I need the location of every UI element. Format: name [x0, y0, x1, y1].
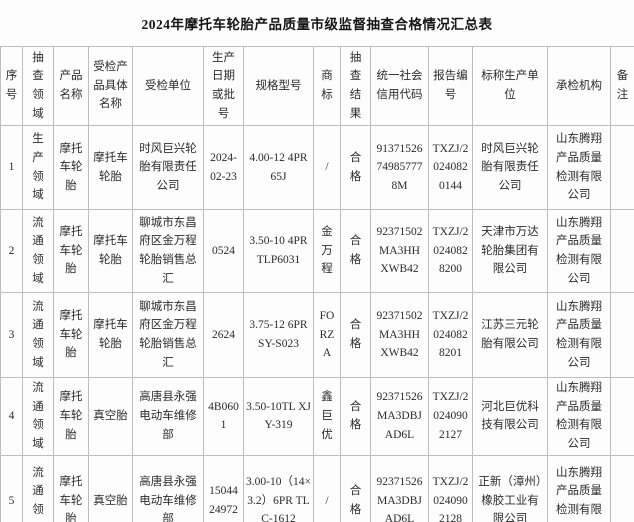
inspection-summary-table: 序号 抽查领域 产品名称 受检产品具体名称 受检单位 生产日期或批号 规格型号 商标 抽查结果统… [0, 46, 634, 522]
table-cell: 金万程 [313, 209, 341, 293]
table-cell [610, 454, 634, 522]
table-cell: TXZJ/20240902127 [428, 377, 473, 456]
table-cell: 摩托车轮胎 [88, 209, 133, 293]
table-cell: 天津市万达轮胎集团有限公司 [472, 209, 548, 293]
table-cell: / [313, 454, 341, 522]
column-header: 受检产品具体名称 [88, 46, 133, 126]
table-cell [610, 125, 634, 210]
header-row: 序号 抽查领域 产品名称 受检产品具体名称 受检单位 生产日期或批号 规格型号 商标 抽查结果统… [0, 46, 634, 126]
table-cell: 山东腾翔产品质量检测有限公司 [547, 292, 611, 378]
table-cell: 2024-02-23 [203, 125, 244, 210]
table-cell: 合格 [340, 377, 371, 456]
table-cell: 3.00-10（14×3.2）6PR TL C-1612 [243, 454, 314, 522]
column-header: 报告编号 [428, 46, 473, 126]
table-cell: 摩托车轮胎 [53, 454, 89, 522]
table-cell: 1 [0, 125, 23, 210]
column-header: 承检机构 [547, 46, 611, 126]
table-cell: 合格 [340, 209, 371, 293]
table-cell: 4 [0, 377, 23, 456]
table-cell: 鑫巨优 [313, 377, 341, 456]
table-cell: 2624 [203, 292, 244, 378]
table-cell: 流通领域 [22, 454, 54, 522]
table-row: 4 流通领域 摩托车轮胎 真空胎 高唐县永强电动车维修部 4B0601 3.50-10TL … [0, 377, 634, 456]
table-cell: 摩托车轮胎 [53, 209, 89, 293]
table-row: 3 流通领域 摩托车轮胎 摩托车轮胎 聊城市东昌府区金万程轮胎销售总汇 2624 3.75-… [0, 292, 634, 378]
column-header: 受检单位 [132, 46, 204, 126]
table-cell: 生产领域 [22, 125, 54, 210]
table-cell [610, 209, 634, 293]
table-cell: 3 [0, 292, 23, 378]
column-header: 备注 [610, 46, 634, 126]
table-cell: 高唐县永强电动车维修部 [132, 377, 204, 456]
table-cell: 3.50-10 4PR TLP6031 [243, 209, 314, 293]
table-cell: 92371526MA3DBJAD6L [370, 377, 429, 456]
table-row: 1 生产领域 摩托车轮胎 摩托车轮胎 时风巨兴轮胎有限责任公司 2024-02-23 4.0… [0, 125, 634, 210]
table-cell: 91371526749857778M [370, 125, 429, 210]
table-cell: 时风巨兴轮胎有限责任公司 [132, 125, 204, 210]
column-header: 抽查结果 [340, 46, 371, 126]
table-cell: 流通领域 [22, 292, 54, 378]
table-body: 1 生产领域 摩托车轮胎 摩托车轮胎 时风巨兴轮胎有限责任公司 2024-02-23 4.0… [0, 125, 634, 522]
table-cell: 92371502MA3HHXWB42 [370, 209, 429, 293]
table-cell: / [313, 125, 341, 210]
table-cell: 1504424972 [203, 454, 244, 522]
table-cell: 山东腾翔产品质量检测有限公司 [547, 377, 611, 456]
column-header: 产品名称 [53, 46, 89, 126]
table-cell: 3.50-10TL XJY-319 [243, 377, 314, 456]
table-cell: 92371502MA3HHXWB42 [370, 292, 429, 378]
table-cell: 3.75-12 6PR SY-S023 [243, 292, 314, 378]
table-cell: TXZJ/20240902128 [428, 454, 473, 522]
table-cell: 聊城市东昌府区金万程轮胎销售总汇 [132, 292, 204, 378]
table-cell: 聊城市东昌府区金万程轮胎销售总汇 [132, 209, 204, 293]
table-cell: TXZJ/20240828200 [428, 209, 473, 293]
table-cell: 4B0601 [203, 377, 244, 456]
table-cell: 正新（漳州）橡胶工业有限公司 [472, 454, 548, 522]
table-row: 5流通领域摩托车轮胎真空胎高唐县永强电动车维修部15044249723.00-1… [0, 454, 634, 522]
table-cell [610, 377, 634, 456]
table-cell: 高唐县永强电动车维修部 [132, 454, 204, 522]
table-cell: 流通领域 [22, 209, 54, 293]
table-cell: 江苏三元轮胎有限公司 [472, 292, 548, 378]
table-cell: TXZJ/20240820144 [428, 125, 473, 210]
table-cell: 2 [0, 209, 23, 293]
table-cell: 合格 [340, 292, 371, 378]
table-cell: 山东腾翔产品质量检测有限公司 [547, 209, 611, 293]
column-header: 规格型号 [243, 46, 314, 126]
table-cell: 4.00-12 4PR 65J [243, 125, 314, 210]
table-cell: 合格 [340, 125, 371, 210]
column-header: 序号 [0, 46, 23, 126]
table-cell: 摩托车轮胎 [53, 292, 89, 378]
table-cell: 0524 [203, 209, 244, 293]
column-header: 统一社会信用代码 [370, 46, 429, 126]
table-cell: 5 [0, 454, 23, 522]
table-cell: TXZJ/20240828201 [428, 292, 473, 378]
table-cell: 真空胎 [88, 454, 133, 522]
table-cell: 合格 [340, 454, 371, 522]
column-header: 商标 [313, 46, 341, 126]
table-cell: 流通领域 [22, 377, 54, 456]
table-cell: 山东腾翔产品质量检测有限公司 [547, 125, 611, 210]
table-cell [610, 292, 634, 378]
table-cell: 时风巨兴轮胎有限责任公司 [472, 125, 548, 210]
table-cell: 山东腾翔产品质量检测有限公司 [547, 454, 611, 522]
column-header: 生产日期或批号 [203, 46, 244, 126]
table-cell: 摩托车轮胎 [53, 377, 89, 456]
column-header: 标称生产单位 [472, 46, 548, 126]
table-cell: 92371526MA3DBJAD6L [370, 454, 429, 522]
column-header: 抽查领域 [22, 46, 54, 126]
table-cell: 摩托车轮胎 [53, 125, 89, 210]
table-cell: 真空胎 [88, 377, 133, 456]
page-title: 2024年摩托车轮胎产品质量市级监督抽查合格情况汇总表 [141, 17, 493, 32]
table-cell: FORZA [313, 292, 341, 378]
table-cell: 河北巨优科技有限公司 [472, 377, 548, 456]
table-cell: 摩托车轮胎 [88, 292, 133, 378]
table-row: 2 流通领域 摩托车轮胎 摩托车轮胎 聊城市东昌府区金万程轮胎销售总汇 0524 3.50-… [0, 209, 634, 293]
table-cell: 摩托车轮胎 [88, 125, 133, 210]
